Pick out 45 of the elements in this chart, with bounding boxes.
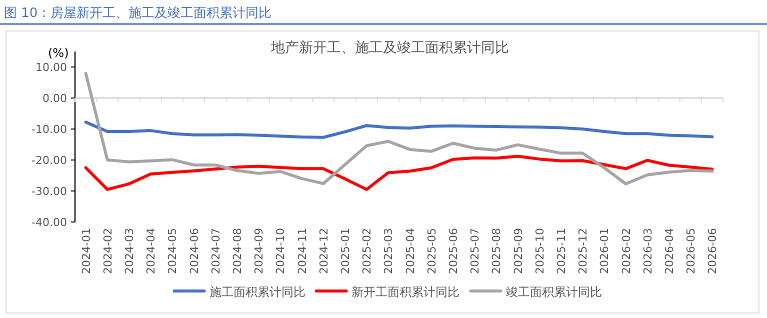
x-tick-label: 2025-11 bbox=[555, 228, 568, 274]
line-series bbox=[84, 120, 714, 139]
legend-label: 新开工面积累计同比 bbox=[351, 285, 460, 299]
y-tick-label: -40.00 bbox=[32, 216, 67, 229]
y-tick-label: 10.00 bbox=[36, 61, 67, 74]
x-tick-label: 2025-05 bbox=[425, 228, 438, 274]
chart-title: 图 10：房屋新开工、施工及竣工面积累计同比 bbox=[4, 5, 272, 21]
x-tick-label: 2024-12 bbox=[317, 228, 330, 274]
line-series bbox=[84, 72, 714, 186]
x-tick-label: 2024-08 bbox=[231, 228, 244, 274]
x-tick-label: 2026-01 bbox=[598, 228, 612, 274]
x-tick-label: 2024-07 bbox=[209, 228, 222, 274]
x-tick-label: 2026-04 bbox=[663, 228, 676, 274]
x-tick-label: 2024-10 bbox=[274, 228, 288, 274]
legend-label: 竣工面积累计同比 bbox=[506, 285, 602, 299]
y-tick-label: -30.00 bbox=[32, 185, 67, 198]
x-tick-label: 2025-06 bbox=[447, 228, 460, 274]
legend-label: 施工面积累计同比 bbox=[209, 285, 306, 299]
x-tick-label: 2024-05 bbox=[166, 228, 180, 274]
x-tick-label: 2025-03 bbox=[382, 228, 396, 274]
x-tick-label: 2025-07 bbox=[468, 228, 482, 274]
x-tick-label: 2026-02 bbox=[620, 228, 633, 274]
x-tick-label: 2024-11 bbox=[296, 228, 309, 274]
x-tick-label: 2026-03 bbox=[641, 228, 654, 274]
x-tick-label: 2025-01 bbox=[339, 228, 352, 274]
x-tick-label: 2025-08 bbox=[490, 228, 504, 274]
x-tick-label: 2025-04 bbox=[404, 228, 417, 274]
chart-subtitle: 地产新开工、施工及竣工面积累计同比 bbox=[270, 40, 509, 56]
y-tick-label: 0.00 bbox=[42, 92, 67, 105]
x-tick-label: 2025-10 bbox=[533, 228, 546, 274]
x-tick-label: 2024-03 bbox=[123, 228, 136, 274]
y-axis-title: (%) bbox=[48, 46, 69, 60]
x-tick-label: 2024-06 bbox=[188, 228, 201, 274]
y-tick-label: -10.00 bbox=[32, 123, 67, 136]
x-tick-label: 2024-04 bbox=[144, 228, 158, 274]
x-tick-label: 2025-02 bbox=[360, 228, 374, 274]
y-tick-label: -20.00 bbox=[32, 154, 67, 167]
x-tick-label: 2026-06 bbox=[706, 228, 720, 274]
line-series bbox=[84, 154, 714, 191]
x-tick-label: 2024-02 bbox=[101, 228, 114, 274]
x-tick-label: 2024-09 bbox=[252, 228, 266, 274]
x-tick-label: 2025-12 bbox=[576, 228, 590, 274]
x-tick-label: 2026-05 bbox=[684, 228, 698, 274]
x-tick-label: 2024-01 bbox=[80, 228, 93, 274]
x-tick-label: 2025-09 bbox=[512, 228, 525, 274]
